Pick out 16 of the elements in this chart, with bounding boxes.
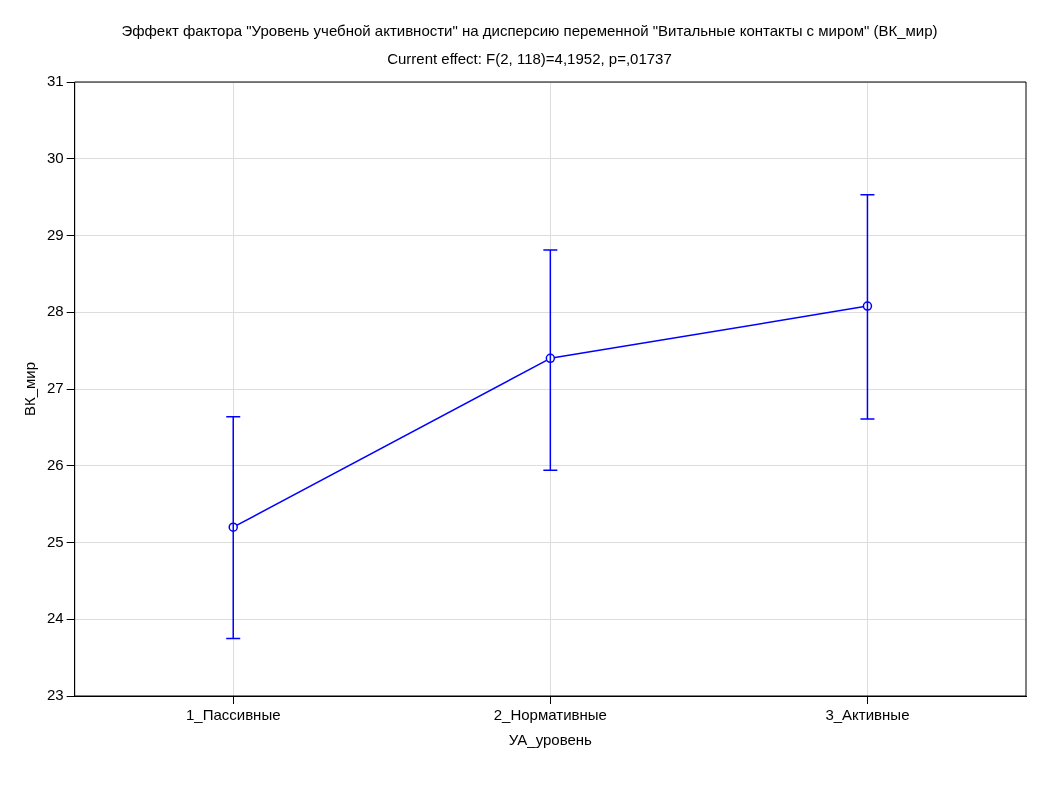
chart-title: Эффект фактора "Уровень учебной активности" на дисперсию переменной "Витальные контакты с миром" (ВК_мир) bbox=[120, 21, 939, 41]
y-tick-label: 29 bbox=[47, 225, 64, 243]
y-tick-label: 26 bbox=[47, 455, 64, 473]
x-tick-label: 3_Активные bbox=[825, 706, 910, 724]
y-tick-label: 28 bbox=[47, 302, 64, 320]
x-tick-label: 1_Пассивные bbox=[185, 706, 281, 724]
y-tick-label: 24 bbox=[47, 609, 64, 627]
x-tick-label: 2_Нормативные bbox=[493, 706, 607, 724]
y-tick-label: 23 bbox=[47, 686, 64, 704]
y-tick-label: 30 bbox=[47, 148, 64, 166]
y-tick-label: 27 bbox=[47, 379, 64, 397]
y-tick-label: 31 bbox=[47, 72, 64, 90]
y-axis-title: ВК_мир bbox=[21, 361, 39, 417]
chart-subtitle: Current effect: F(2, 118)=4,1952, p=,01737 bbox=[386, 49, 673, 69]
x-axis-title: УА_уровень bbox=[508, 731, 593, 749]
y-tick-label: 25 bbox=[47, 532, 64, 550]
